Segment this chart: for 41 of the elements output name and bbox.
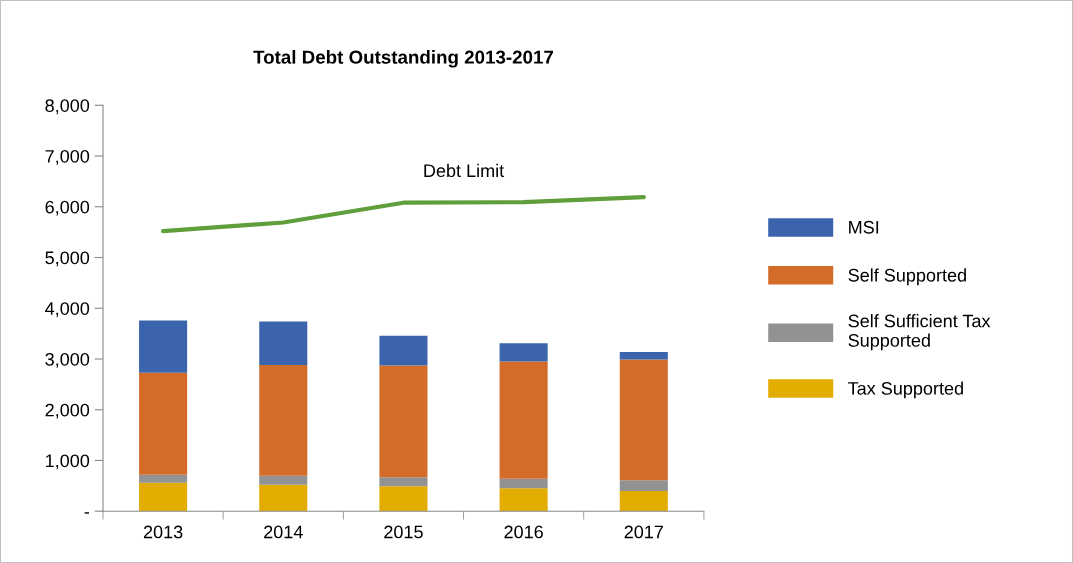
bar (379, 486, 428, 512)
bar (259, 321, 308, 366)
bar (379, 335, 428, 366)
x-tick-label: 2017 (624, 525, 663, 539)
x-tick-label: 2015 (384, 525, 423, 539)
line-series (161, 195, 646, 234)
bar (499, 478, 548, 489)
bar (139, 474, 188, 483)
chart-title: Total Debt Outstanding 2013-2017 (253, 50, 554, 68)
bar (619, 490, 668, 512)
legend-label: MSI (849, 220, 879, 234)
y-tick-label: 7,000 (45, 149, 90, 165)
series-label: Debt Limit (424, 163, 505, 178)
bar (619, 351, 668, 360)
bar (499, 361, 548, 479)
x-tick-label: 2013 (143, 525, 183, 539)
bar (259, 484, 308, 512)
bar (499, 488, 548, 512)
bar (139, 482, 188, 512)
bar (619, 480, 668, 491)
x-tick-label: 2016 (504, 525, 543, 539)
bar (259, 475, 308, 485)
bar (259, 365, 308, 476)
bar (499, 343, 548, 362)
bar (379, 477, 428, 487)
bar (139, 372, 188, 475)
legend-label: Self Supported (848, 268, 966, 286)
bar (619, 359, 668, 481)
y-tick-label: 8,000 (45, 99, 90, 115)
y-tick-label: 4,000 (45, 302, 90, 318)
y-tick-label: 2,000 (45, 403, 90, 419)
y-tick-label: 1,000 (46, 454, 90, 470)
y-tick-label: 5,000 (45, 251, 90, 267)
y-tick-label: 6,000 (45, 200, 90, 216)
bar (139, 320, 188, 373)
bar (379, 365, 428, 478)
y-tick-label: 3,000 (45, 352, 90, 368)
x-tick-label: 2014 (264, 525, 303, 539)
y-tick-label: - (84, 512, 90, 514)
legend-label: Self Sufficient Tax Supported (848, 314, 991, 351)
legend-label: Tax Supported (848, 381, 963, 399)
